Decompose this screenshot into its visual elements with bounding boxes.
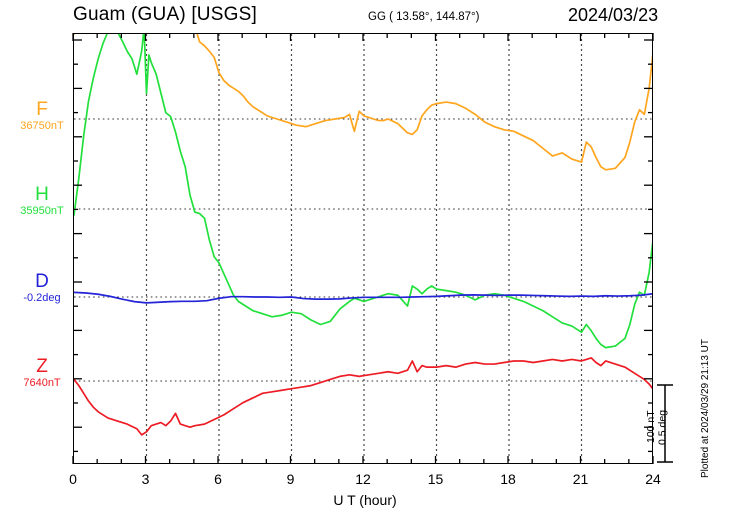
component-label-f: F 36750nT (14, 100, 70, 133)
component-baseline-z: 7640nT (23, 377, 61, 389)
x-tick-label-18: 18 (500, 471, 516, 487)
x-tick-label-21: 21 (572, 471, 589, 487)
component-label-d: D -0.2deg (14, 272, 70, 305)
x-tick-label-9: 9 (286, 471, 295, 487)
component-baseline-f: 36750nT (20, 120, 64, 132)
magnetogram-plot (73, 33, 653, 464)
component-letter-d: D (35, 271, 49, 292)
component-letter-h: H (35, 184, 49, 205)
component-letter-f: F (36, 99, 48, 120)
x-axis-title: U T (hour) (333, 492, 397, 508)
plotted-at-timestamp: Plotted at 2024/03/29 21:13 UT (700, 339, 711, 478)
component-label-z: Z 7640nT (14, 357, 70, 390)
trace-canvas (74, 34, 652, 463)
page-title: Guam (GUA) [USGS] (73, 4, 257, 25)
observation-date: 2024/03/23 (568, 5, 659, 25)
scale-bar-label: 100 nT 0.5 deg (645, 409, 669, 445)
component-baseline-d: -0.2deg (23, 292, 61, 304)
x-tick-label-3: 3 (141, 471, 150, 487)
x-tick-label-6: 6 (214, 471, 222, 487)
component-label-h: H 35950nT (14, 185, 70, 218)
x-tick-label-0: 0 (69, 471, 77, 487)
x-tick-label-15: 15 (427, 471, 444, 487)
component-letter-z: Z (36, 356, 48, 377)
x-tick-label-24: 24 (645, 471, 661, 487)
x-tick-label-12: 12 (355, 471, 371, 487)
component-baseline-h: 35950nT (20, 205, 64, 217)
geographic-coordinates: GG ( 13.58°, 144.87°) (368, 11, 480, 23)
